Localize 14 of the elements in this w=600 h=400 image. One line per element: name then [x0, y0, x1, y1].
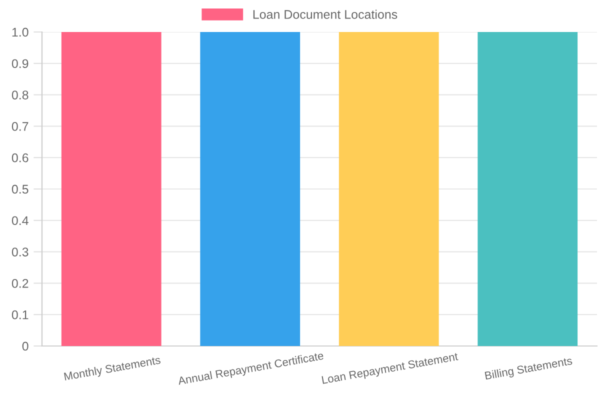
- y-tick-label: 0.6: [12, 153, 28, 162]
- y-tick-label: 0.4: [12, 216, 28, 226]
- y-tick-label: 0: [22, 342, 28, 351]
- x-tick-label: Monthly Statements: [64, 356, 162, 383]
- y-tick-label: 0.5: [12, 184, 28, 194]
- x-tick-label: Billing Statements: [484, 356, 573, 382]
- y-tick-label: 1.0: [12, 28, 28, 37]
- legend-label: Loan Document Locations: [253, 10, 398, 19]
- y-tick-label: 0.7: [12, 122, 28, 131]
- y-tick-label: 0.8: [12, 90, 28, 100]
- y-tick-label: 0.9: [12, 59, 28, 68]
- y-tick-label: 0.3: [12, 248, 28, 256]
- y-tick-label: 0.1: [12, 310, 28, 320]
- y-tick-label: 0.2: [12, 279, 28, 288]
